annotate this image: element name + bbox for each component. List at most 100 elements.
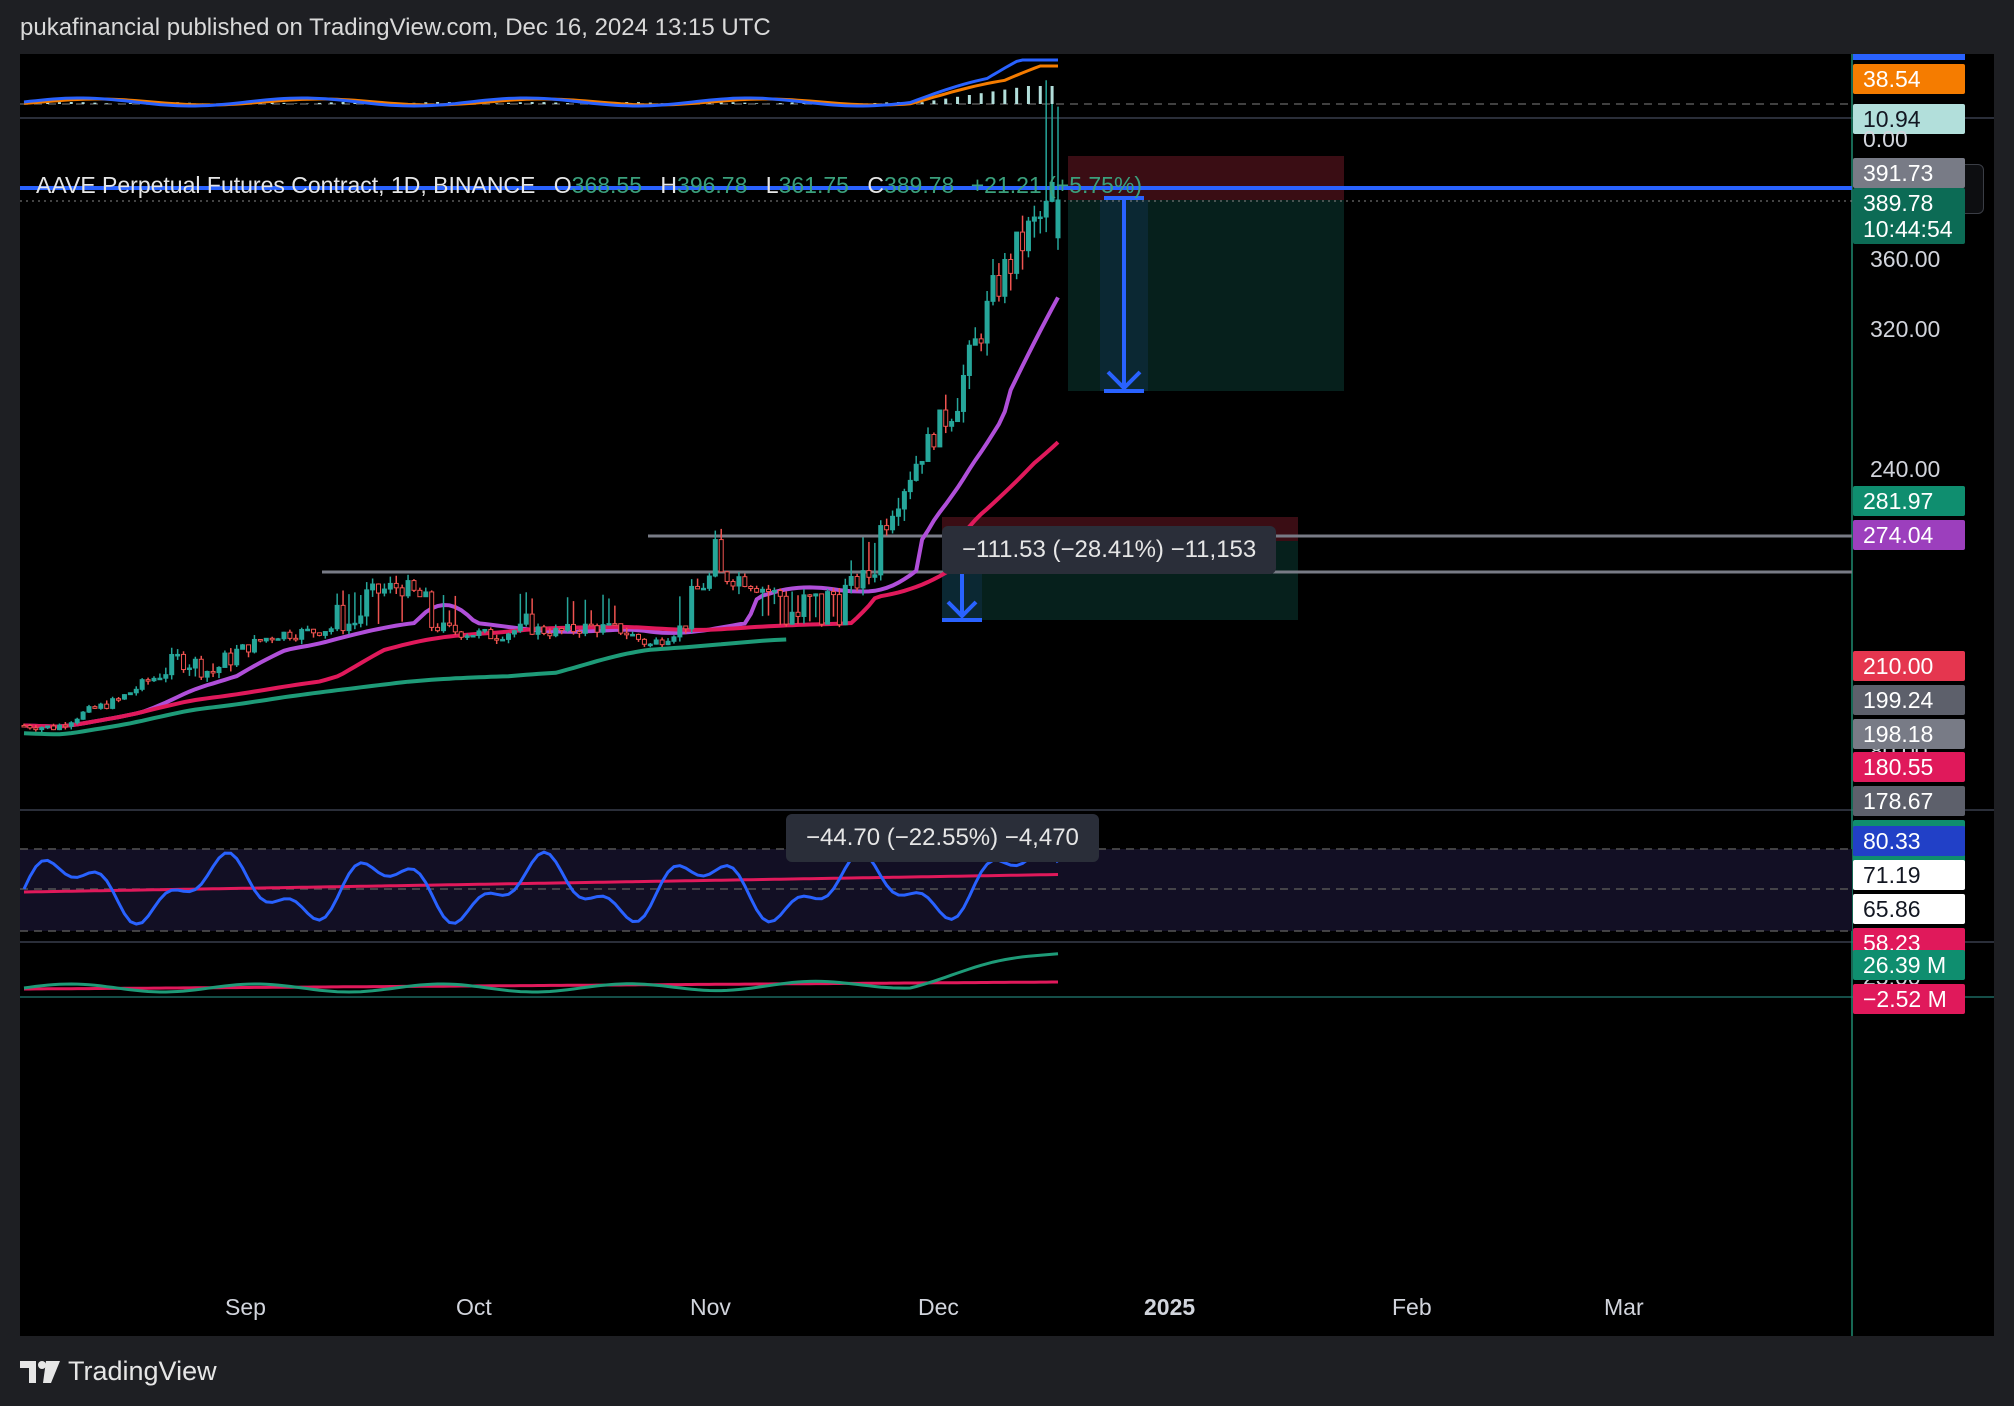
candle-body (1025, 220, 1031, 252)
candle-body (56, 724, 62, 731)
candle-body (576, 631, 582, 634)
candle-body (393, 582, 399, 589)
obv-line (23, 952, 1059, 994)
candle-body (281, 631, 287, 640)
macd-histogram-bar (341, 102, 345, 104)
symbol-title: AAVE Perpetual Futures Contract, 1D, BIN… (36, 172, 536, 198)
candle-body (417, 589, 423, 598)
tradingview-footer[interactable]: TradingView (20, 1356, 217, 1387)
candle-body (535, 626, 541, 635)
macd-histogram-bar (1015, 87, 1019, 104)
candle-body (570, 623, 576, 633)
candle-body (943, 409, 949, 427)
measure-label-bottom: −44.70 (−22.55%) −4,470 (786, 814, 1099, 862)
candle-body (98, 703, 104, 709)
candle-body (293, 637, 299, 641)
macd-histogram-bar (1026, 86, 1030, 104)
time-label-nov: Nov (690, 1294, 731, 1320)
candle-body (346, 623, 352, 632)
price-tag: 210.00 (1853, 651, 1965, 681)
candle-body (641, 638, 647, 645)
candle-body (216, 666, 222, 674)
candle-body (1020, 231, 1026, 252)
candle-body (494, 638, 500, 641)
candle-body (683, 625, 689, 630)
candle-body (222, 652, 228, 668)
rsi-tag: 80.33 (1853, 826, 1965, 856)
candle-body (157, 677, 163, 681)
obv-tag: 26.39 M (1853, 950, 1965, 980)
candle-body (955, 410, 961, 423)
candle-body (116, 698, 122, 701)
candle-body (925, 433, 931, 462)
candle-body (104, 703, 110, 709)
candle-body (718, 539, 724, 573)
price-tag: 199.24 (1853, 685, 1965, 715)
macd-histogram-bar (69, 102, 73, 104)
candle-body (240, 644, 246, 650)
macd-histogram-bar (507, 102, 511, 104)
macd-histogram-bar (885, 102, 889, 104)
macd-histogram-bar (57, 102, 61, 104)
time-label-sep: Sep (225, 1294, 266, 1320)
time-label-oct: Oct (456, 1294, 492, 1320)
candle-body (801, 594, 807, 617)
candle-body (665, 640, 671, 646)
macd-histogram-bar (1003, 89, 1007, 104)
chart-canvas[interactable] (20, 54, 1994, 1336)
candle-body (1055, 199, 1061, 239)
price-tag: 198.18 (1853, 719, 1965, 749)
candle-body (228, 652, 234, 666)
macd-histogram-bar (282, 102, 286, 104)
candle-body (352, 622, 358, 626)
candle-body (511, 630, 517, 635)
candle-body (901, 491, 907, 510)
obv-tag: −2.52 M (1853, 984, 1965, 1014)
candle-body (299, 629, 305, 640)
candle-body (287, 631, 293, 639)
candle-body (689, 585, 695, 630)
candle-body (163, 674, 169, 679)
candle-body (387, 582, 393, 590)
candle-body (990, 275, 996, 302)
candle-body (825, 591, 831, 625)
macd-line-tag (1853, 54, 1965, 60)
macd-histogram-bar (518, 102, 522, 104)
candle-body (842, 584, 848, 626)
price-axis-label: 320.00 (1870, 316, 1941, 342)
candle-body (612, 623, 618, 626)
candle-body (86, 706, 92, 713)
macd-histogram-bar (542, 102, 546, 104)
time-label-mar: Mar (1604, 1294, 1644, 1320)
candle-body (984, 300, 990, 344)
macd-histogram-bar (873, 102, 877, 104)
candle-body (647, 643, 653, 647)
ma-fast-line (23, 296, 1060, 729)
candle-body (706, 575, 712, 589)
chart-frame[interactable]: AAVE Perpetual Futures Contract, 1D, BIN… (20, 54, 1994, 1336)
high-value: 396.78 (677, 172, 748, 198)
candle-body (500, 638, 506, 642)
candle-body (251, 638, 257, 653)
candle-body (730, 581, 736, 587)
candle-body (80, 711, 86, 720)
macd-histogram-bar (790, 102, 794, 104)
candle-body (553, 627, 559, 637)
candle-body (92, 706, 98, 709)
candle-body (151, 677, 157, 682)
candle-body (541, 626, 547, 634)
macd-histogram-bar (1050, 86, 1054, 104)
candle-body (246, 644, 252, 653)
candle-body (582, 623, 588, 634)
macd-line (23, 58, 1058, 108)
rsi-tag: 71.19 (1853, 860, 1965, 890)
candle-body (724, 571, 730, 583)
candle-body (866, 570, 872, 578)
low-label: L (765, 172, 779, 198)
open-value: 368.55 (571, 172, 643, 198)
macd-histogram-bar (778, 103, 782, 104)
candle-body (458, 631, 464, 638)
candle-body (695, 585, 701, 590)
candle-body (186, 667, 192, 671)
close-value: 389.78 (883, 172, 955, 198)
